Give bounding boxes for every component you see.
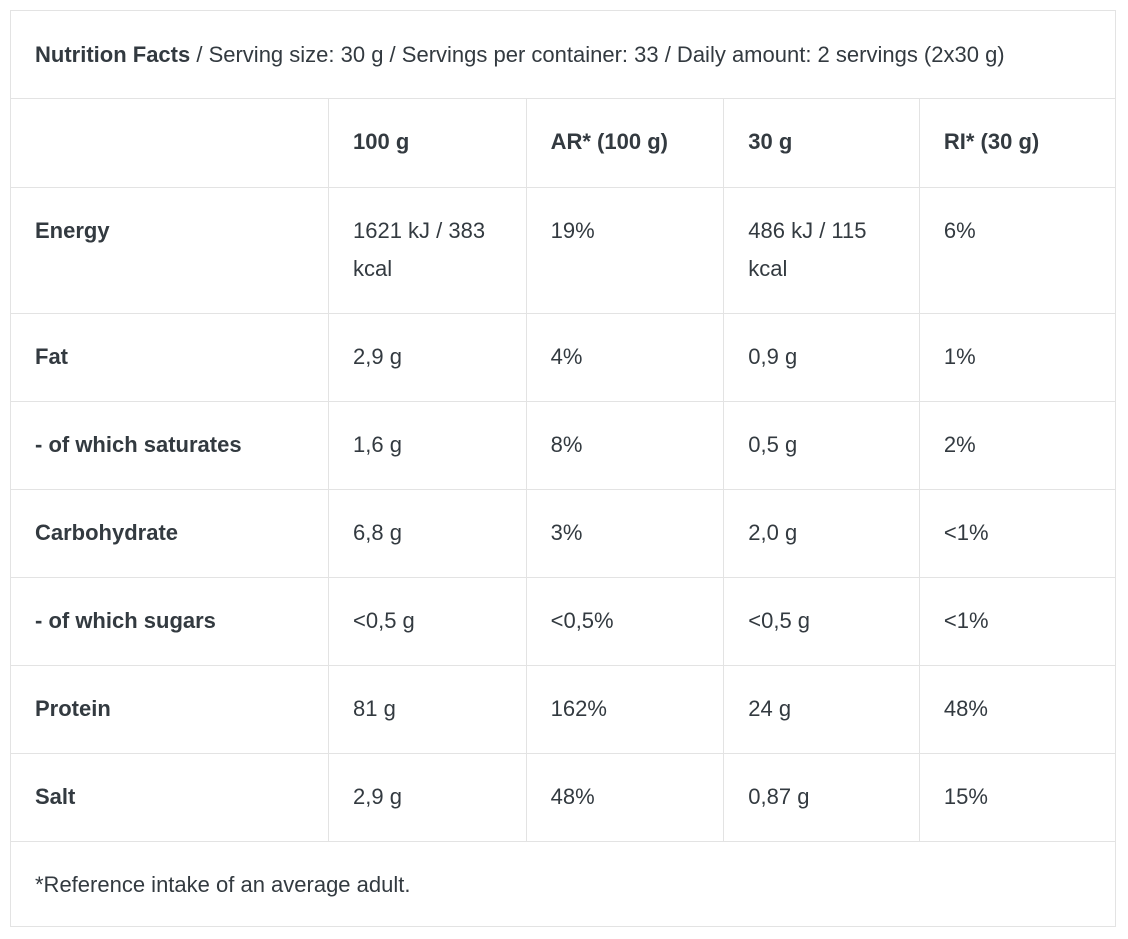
row-label: - of which sugars [11, 577, 329, 666]
cell-ri-30g: 48% [919, 665, 1115, 754]
cell-ar-100g: <0,5% [526, 577, 725, 666]
reference-footnote: *Reference intake of an average adult. [11, 841, 1115, 927]
table-row-carbohydrate: Carbohydrate 6,8 g 3% 2,0 g <1% [11, 489, 1115, 578]
table-row-fat: Fat 2,9 g 4% 0,9 g 1% [11, 313, 1115, 402]
cell-per-30g: <0,5 g [723, 577, 920, 666]
cell-ar-100g: 3% [526, 489, 725, 578]
cell-per-30g: 24 g [723, 665, 920, 754]
row-label: Carbohydrate [11, 489, 329, 578]
cell-ri-30g: 6% [919, 187, 1115, 314]
table-row-sugars: - of which sugars <0,5 g <0,5% <0,5 g <1… [11, 577, 1115, 666]
cell-per-100g: 6,8 g [328, 489, 527, 578]
nutrition-table: 100 g AR* (100 g) 30 g RI* (30 g) Energy… [11, 99, 1115, 842]
cell-ri-30g: 2% [919, 401, 1115, 490]
cell-ar-100g: 48% [526, 753, 725, 842]
row-label: Energy [11, 187, 329, 314]
cell-per-30g: 486 kJ / 115 kcal [723, 187, 920, 314]
row-label: Protein [11, 665, 329, 754]
serving-details: / Serving size: 30 g / Servings per cont… [190, 42, 1005, 67]
cell-ri-30g: <1% [919, 489, 1115, 578]
column-header-nutrient [11, 99, 329, 188]
cell-ar-100g: 162% [526, 665, 725, 754]
cell-per-30g: 0,5 g [723, 401, 920, 490]
row-label: Salt [11, 753, 329, 842]
cell-per-100g: <0,5 g [328, 577, 527, 666]
table-header-row: 100 g AR* (100 g) 30 g RI* (30 g) [11, 99, 1115, 188]
cell-ri-30g: 15% [919, 753, 1115, 842]
table-row-saturates: - of which saturates 1,6 g 8% 0,5 g 2% [11, 401, 1115, 490]
cell-per-30g: 2,0 g [723, 489, 920, 578]
column-header-per-30g: 30 g [723, 99, 920, 188]
cell-per-100g: 1,6 g [328, 401, 527, 490]
cell-per-30g: 0,9 g [723, 313, 920, 402]
column-header-ri-30g: RI* (30 g) [919, 99, 1115, 188]
column-header-per-100g: 100 g [328, 99, 527, 188]
table-row-protein: Protein 81 g 162% 24 g 48% [11, 665, 1115, 754]
row-label: Fat [11, 313, 329, 402]
row-label: - of which saturates [11, 401, 329, 490]
nutrition-title: Nutrition Facts [35, 42, 191, 67]
cell-ar-100g: 8% [526, 401, 725, 490]
cell-per-100g: 81 g [328, 665, 527, 754]
table-row-energy: Energy 1621 kJ / 383 kcal 19% 486 kJ / 1… [11, 187, 1115, 314]
cell-per-100g: 1621 kJ / 383 kcal [328, 187, 527, 314]
column-header-ar-100g: AR* (100 g) [526, 99, 725, 188]
table-row-salt: Salt 2,9 g 48% 0,87 g 15% [11, 753, 1115, 842]
cell-ri-30g: 1% [919, 313, 1115, 402]
cell-per-100g: 2,9 g [328, 313, 527, 402]
cell-ri-30g: <1% [919, 577, 1115, 666]
cell-per-100g: 2,9 g [328, 753, 527, 842]
cell-per-30g: 0,87 g [723, 753, 920, 842]
nutrition-facts-panel: Nutrition Facts / Serving size: 30 g / S… [10, 10, 1116, 927]
nutrition-header: Nutrition Facts / Serving size: 30 g / S… [11, 11, 1115, 99]
cell-ar-100g: 4% [526, 313, 725, 402]
cell-ar-100g: 19% [526, 187, 725, 314]
